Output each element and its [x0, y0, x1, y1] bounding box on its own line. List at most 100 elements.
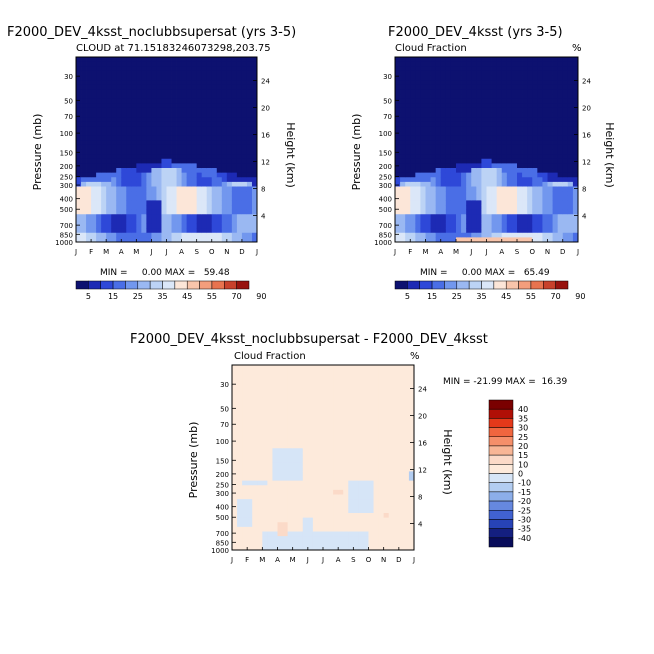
contour-cell [373, 383, 380, 389]
contour-cell [282, 471, 289, 477]
contour-cell [481, 158, 487, 164]
contour-cell [522, 144, 528, 150]
contour-cell [323, 476, 329, 482]
contour-cell [461, 131, 467, 137]
contour-cell [373, 480, 380, 486]
contour-cell [246, 66, 253, 72]
contour-cell [287, 365, 294, 371]
contour-cell [267, 434, 273, 440]
contour-cell [557, 121, 564, 127]
contour-cell [176, 191, 182, 197]
contour-cell [481, 121, 487, 127]
contour-cell [430, 117, 437, 123]
contour-cell [237, 462, 243, 468]
y-right-tick-label: 12 [418, 467, 427, 475]
contour-cell [562, 205, 569, 211]
contour-cell [440, 218, 447, 224]
contour-cell [542, 66, 548, 72]
contour-cell [353, 448, 359, 454]
contour-cell [247, 508, 253, 514]
contour-cell [146, 168, 152, 174]
contour-cell [491, 181, 498, 187]
contour-cell [501, 144, 508, 150]
contour-cell [181, 205, 188, 211]
panel-2-title: F2000_DEV_4ksst (yrs 3-5) [388, 25, 563, 40]
contour-cell [476, 75, 482, 81]
contour-cell [517, 117, 523, 123]
contour-cell [101, 140, 107, 146]
contour-cell [466, 149, 472, 155]
contour-cell [572, 218, 579, 224]
contour-cell [236, 223, 243, 229]
contour-cell [456, 80, 462, 86]
contour-cell [400, 131, 406, 137]
contour-cell [388, 457, 395, 463]
contour-cell [262, 476, 268, 482]
contour-cell [251, 154, 258, 160]
contour-cell [282, 402, 289, 408]
contour-cell [476, 214, 482, 220]
contour-cell [232, 420, 238, 426]
contour-cell [96, 158, 102, 164]
contour-cell [297, 513, 304, 519]
contour-cell [466, 66, 472, 72]
contour-cell [445, 177, 452, 183]
contour-cell [383, 466, 390, 472]
y-tick-label: 150 [60, 149, 73, 157]
contour-cell [176, 135, 182, 141]
contour-cell [121, 131, 127, 137]
y-right-tick-label: 12 [261, 159, 270, 167]
contour-cell [435, 94, 442, 100]
colorbar-label: 25 [518, 433, 528, 442]
contour-cell [328, 476, 334, 482]
contour-cell [408, 365, 415, 371]
contour-cell [201, 158, 208, 164]
contour-cell [353, 526, 359, 532]
contour-cell [247, 517, 253, 523]
contour-cell [517, 84, 523, 90]
contour-cell [76, 237, 82, 243]
contour-cell [206, 135, 213, 141]
contour-cell [373, 452, 380, 458]
contour-cell [572, 228, 579, 234]
contour-cell [471, 94, 477, 100]
contour-cell [547, 107, 553, 113]
contour-cell [252, 374, 258, 380]
contour-cell [517, 218, 523, 224]
contour-cell [166, 232, 172, 238]
contour-cell [242, 425, 248, 431]
contour-cell [237, 378, 243, 384]
contour-cell [116, 154, 122, 160]
contour-cell [378, 392, 385, 398]
contour-cell [527, 103, 533, 109]
contour-cell [491, 172, 498, 178]
contour-cell [231, 70, 238, 76]
contour-cell [353, 508, 359, 514]
contour-cell [481, 98, 487, 104]
contour-cell [191, 214, 198, 220]
contour-cell [101, 94, 107, 100]
contour-cell [383, 388, 390, 394]
contour-cell [511, 126, 518, 132]
contour-cell [116, 181, 122, 187]
contour-cell [408, 448, 415, 454]
contour-cell [251, 70, 258, 76]
contour-cell [537, 112, 543, 118]
contour-cell [251, 80, 258, 86]
contour-cell [171, 66, 177, 72]
y-tick-label: 70 [383, 113, 392, 121]
contour-cell [471, 158, 477, 164]
contour-cell [363, 452, 369, 458]
contour-cell [363, 471, 369, 477]
contour-cell [302, 545, 309, 551]
contour-cell [171, 57, 177, 63]
contour-cell [378, 489, 385, 495]
contour-cell [136, 121, 142, 127]
contour-cell [557, 126, 564, 132]
contour-cell [116, 218, 122, 224]
contour-cell [251, 237, 258, 243]
contour-cell [501, 186, 508, 192]
contour-cell [241, 209, 248, 215]
contour-cell [425, 94, 431, 100]
contour-cell [272, 374, 278, 380]
